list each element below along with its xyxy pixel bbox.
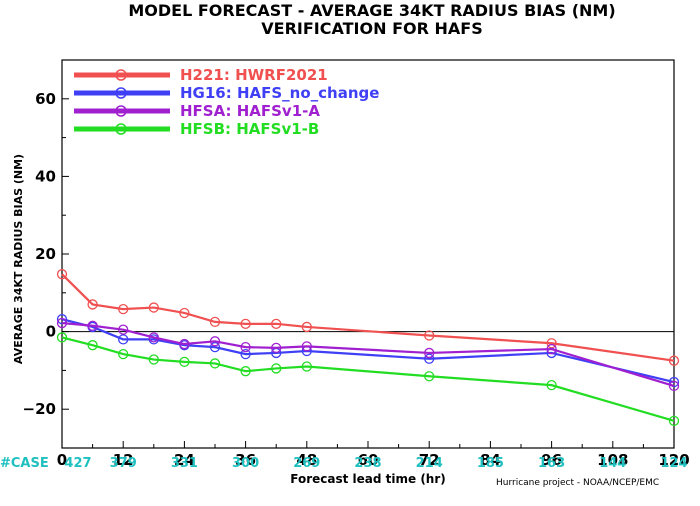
x-tick-label: 24	[174, 451, 195, 469]
chart-title-line2: VERIFICATION FOR HAFS	[261, 19, 482, 38]
y-tick-label: 0	[46, 323, 56, 341]
data-point	[546, 343, 557, 355]
data-point	[668, 380, 680, 392]
legend-marker	[115, 87, 127, 99]
y-tick-label: 20	[35, 245, 56, 263]
data-point	[301, 361, 312, 372]
legend-entry: HFSA: HAFSv1-A	[180, 102, 320, 120]
series-line	[61, 336, 675, 422]
series-line	[61, 318, 675, 384]
data-point	[179, 356, 190, 368]
data-point	[118, 348, 129, 360]
data-point	[240, 366, 251, 377]
data-point	[87, 340, 98, 351]
data-point	[209, 336, 221, 347]
case-count: 269	[293, 456, 320, 471]
data-point	[56, 332, 68, 343]
series-layer	[56, 269, 680, 426]
data-point	[424, 347, 435, 359]
case-count: 214	[416, 456, 443, 471]
x-tick-label: 60	[358, 451, 379, 469]
data-point	[179, 338, 190, 350]
case-count: 144	[599, 456, 626, 471]
data-point	[118, 334, 129, 345]
data-point	[301, 341, 312, 352]
legend-marker	[115, 69, 127, 81]
data-point	[209, 358, 221, 369]
data-point	[118, 324, 129, 335]
x-tick-label: 72	[419, 451, 440, 469]
case-count: 379	[110, 456, 137, 471]
data-point	[424, 353, 435, 364]
x-tick-label: 96	[541, 451, 562, 469]
case-count: 331	[171, 456, 198, 471]
legend-entry: HG16: HAFS_no_change	[180, 84, 379, 102]
data-point	[240, 341, 251, 353]
series-line	[61, 273, 675, 362]
data-point	[148, 302, 159, 313]
data-point	[668, 376, 680, 388]
case-count: 163	[538, 456, 565, 471]
x-tick-label: 0	[57, 451, 67, 469]
data-point	[271, 342, 282, 354]
x-tick-label: 48	[296, 451, 317, 469]
x-tick-label: 108	[597, 451, 628, 469]
legend-entry: H221: HWRF2021	[180, 66, 328, 84]
credit-text: Hurricane project - NOAA/NCEP/EMC	[496, 478, 659, 488]
data-point	[301, 321, 312, 333]
case-label: #CASE	[0, 456, 49, 471]
y-tick-label: 40	[35, 167, 56, 185]
x-axis: 0 12 24 36 48 60 72 84 96 108 120	[57, 441, 690, 469]
x-axis-label: Forecast lead time (hr)	[290, 472, 446, 486]
y-axis-label: AVERAGE 34KT RADIUS BIAS (NM)	[12, 154, 25, 364]
case-count: 238	[354, 456, 381, 471]
case-counts: 427 379 331 300 269 238 214 185 163 144 124	[64, 456, 687, 471]
data-point	[118, 303, 129, 315]
x-tick-label: 84	[480, 451, 501, 469]
legend-entry: HFSB: HAFSv1-B	[180, 120, 319, 138]
data-point	[148, 332, 159, 343]
case-count: 124	[660, 456, 687, 471]
x-tick-label: 36	[235, 451, 256, 469]
case-count: 427	[64, 456, 91, 471]
x-tick-label: 120	[658, 451, 689, 469]
data-point	[179, 307, 190, 319]
data-point	[668, 415, 680, 426]
data-point	[56, 317, 68, 329]
data-point	[271, 318, 282, 329]
data-point	[546, 379, 557, 391]
data-point	[209, 316, 221, 328]
data-point	[56, 269, 68, 280]
chart-title-line1: MODEL FORECAST - AVERAGE 34KT RADIUS BIA…	[128, 1, 615, 20]
data-point	[424, 371, 435, 382]
data-point	[87, 320, 98, 331]
case-count: 300	[232, 456, 259, 471]
y-tick-label: 60	[35, 90, 56, 108]
legend-marker	[115, 105, 127, 117]
data-point	[240, 318, 251, 329]
y-tick-label: −20	[23, 400, 56, 418]
data-point	[240, 348, 251, 360]
data-point	[668, 355, 680, 366]
data-point	[546, 338, 557, 349]
plot-frame	[61, 59, 675, 449]
data-point	[87, 299, 98, 310]
legend-marker	[115, 123, 127, 135]
data-point	[271, 363, 282, 374]
data-point	[148, 354, 159, 365]
y-axis: −20 0 20 40 60	[23, 90, 69, 418]
data-point	[424, 330, 435, 341]
case-count: 185	[477, 456, 504, 471]
data-point	[209, 341, 221, 353]
x-tick-label: 12	[113, 451, 134, 469]
